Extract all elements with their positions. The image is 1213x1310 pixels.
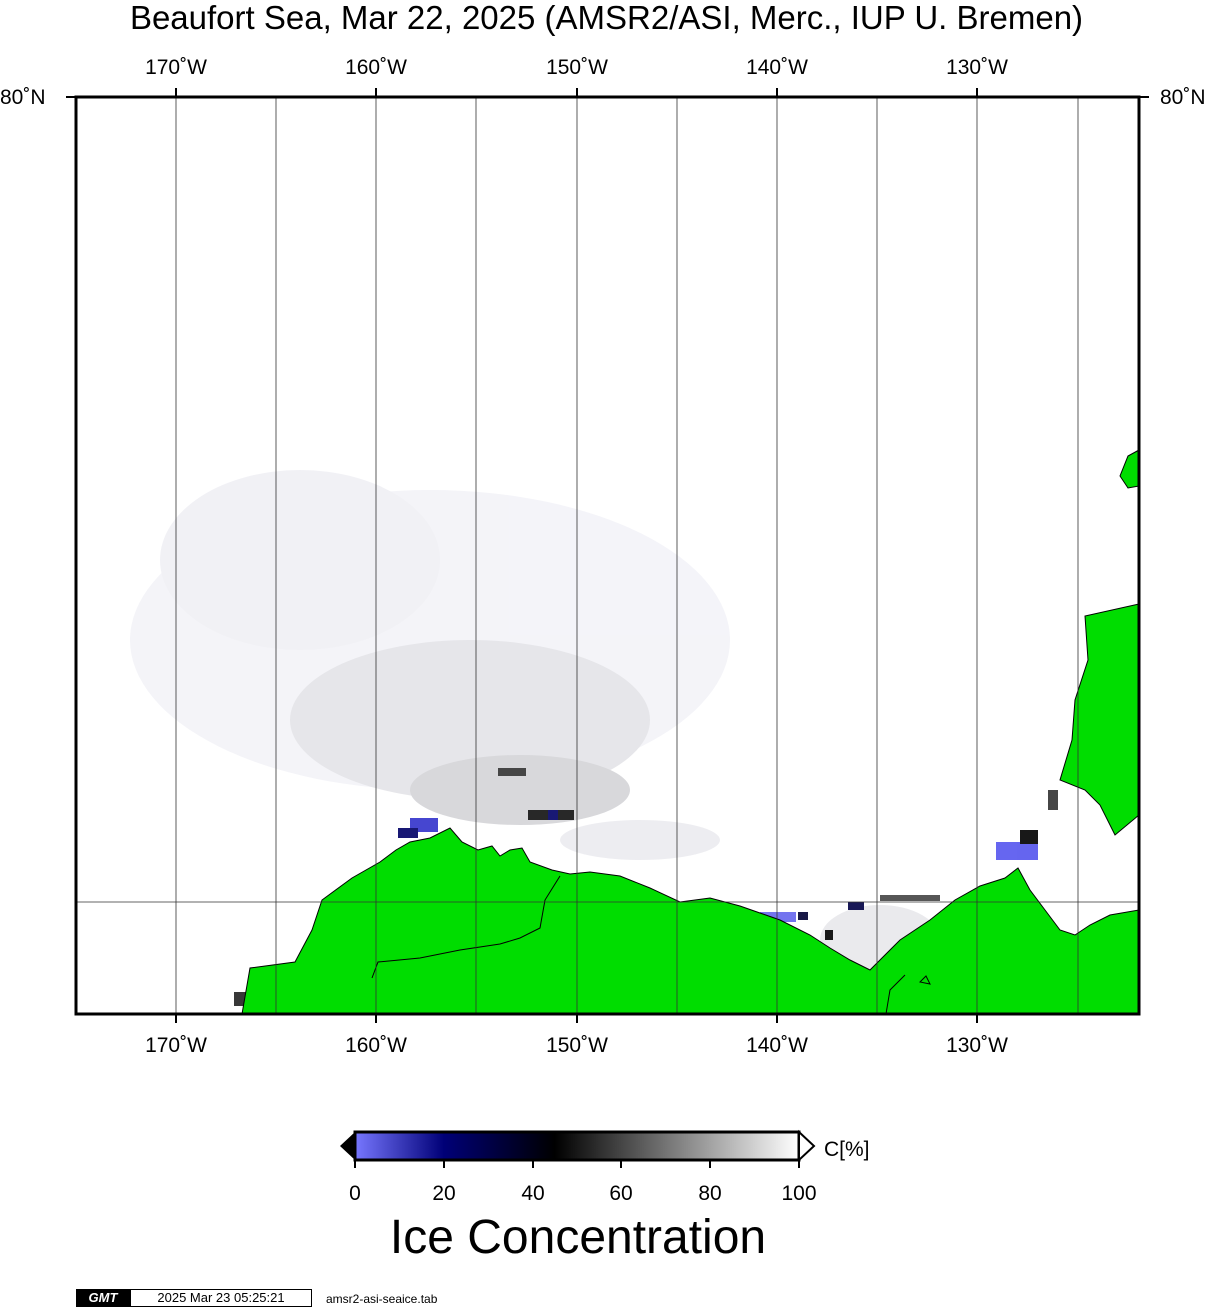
colorbar-tick-label: 20 (432, 1182, 456, 1205)
lon-label-bottom: 150˚W (546, 1034, 608, 1057)
inland-boundary (371, 875, 561, 979)
ice-mid-patch (880, 895, 940, 901)
ice-low-patch (760, 912, 796, 922)
colorbar-under-triangle (340, 1132, 355, 1160)
land-banks-island (1059, 603, 1139, 836)
lon-label-bottom: 130˚W (946, 1034, 1008, 1057)
colorbar-unit: C[%] (824, 1138, 870, 1161)
map-frame (74, 95, 1141, 1016)
map (66, 88, 1149, 1023)
lat-label-right: 80˚N (1160, 86, 1206, 109)
ice-low-patch (996, 842, 1038, 860)
map-title: Beaufort Sea, Mar 22, 2025 (AMSR2/ASI, M… (129, 0, 1084, 36)
graticule (76, 97, 1139, 1014)
colorbar-tick-label: 100 (781, 1182, 817, 1205)
ice-low-patch (798, 912, 808, 920)
colorbar-tick-label: 0 (349, 1182, 361, 1205)
lon-label-bottom: 160˚W (345, 1034, 407, 1057)
lon-label-top: 130˚W (946, 56, 1008, 79)
colorbar-tick-label: 60 (609, 1182, 633, 1205)
lon-label-top: 170˚W (145, 56, 207, 79)
lon-label-top: 140˚W (746, 56, 808, 79)
colorbar (340, 1129, 816, 1168)
lon-label-top: 150˚W (546, 56, 608, 79)
lon-label-top: 160˚W (345, 56, 407, 79)
inland-boundary (885, 974, 906, 1014)
colorbar-title: Ice Concentration (389, 1211, 767, 1264)
colorbar-tick-label: 40 (521, 1182, 545, 1205)
tick-marks (66, 88, 1149, 1023)
source-file-label: amsr2-asi-seaice.tab (326, 1292, 438, 1306)
land-small-island (918, 975, 931, 985)
ice-low-patch (398, 828, 418, 838)
lat-label-left: 80˚N (0, 86, 46, 109)
ice-mid-patch (1020, 830, 1038, 844)
timestamp: 2025 Mar 23 05:25:21 (130, 1289, 312, 1307)
lon-label-bottom: 140˚W (746, 1034, 808, 1057)
land-island-north (1119, 449, 1139, 489)
ice-low-patch (848, 902, 864, 910)
colorbar-tick-label: 80 (698, 1182, 722, 1205)
ice-low-patch (548, 810, 558, 820)
ice-mid-patch (498, 768, 526, 776)
ice-mid-patch (825, 930, 833, 940)
colorbar-gradient (353, 1130, 801, 1162)
lon-label-bottom: 170˚W (145, 1034, 207, 1057)
gmt-logo: GMT (76, 1289, 130, 1307)
colorbar-over-triangle (798, 1129, 816, 1163)
sea-ice-texture (130, 470, 1058, 1006)
ice-mid-patch (1048, 790, 1058, 810)
